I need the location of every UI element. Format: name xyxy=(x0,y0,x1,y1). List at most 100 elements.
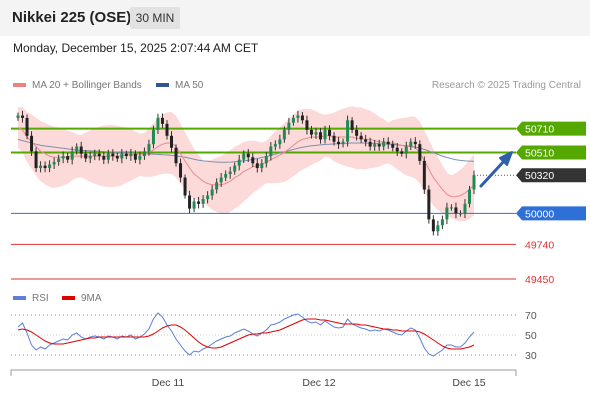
ma50-swatch xyxy=(156,83,169,88)
candle xyxy=(305,120,309,130)
candle xyxy=(16,115,20,118)
ma20-line xyxy=(17,127,475,198)
candle xyxy=(34,151,38,169)
candle xyxy=(57,158,61,163)
title-bar: Nikkei 225 (OSE) 30 MIN xyxy=(0,0,590,36)
candle xyxy=(418,144,422,161)
forecast-arrow-shaft xyxy=(479,158,507,188)
candle xyxy=(129,153,133,157)
candle xyxy=(413,141,417,145)
instrument-title: Nikkei 225 (OSE) xyxy=(12,9,132,26)
candle xyxy=(215,182,219,190)
level-label-50510: 50510 xyxy=(525,148,554,160)
rsi-tick-70: 70 xyxy=(525,310,537,322)
candle xyxy=(287,122,291,130)
candle xyxy=(463,203,467,214)
candle xyxy=(93,153,97,157)
candle xyxy=(251,157,255,164)
candle xyxy=(228,171,232,174)
candle xyxy=(174,147,178,164)
candle xyxy=(183,177,187,196)
candle xyxy=(160,117,164,124)
candle xyxy=(97,153,101,157)
candle xyxy=(120,153,124,159)
candle xyxy=(373,144,377,147)
rsi-tick-50: 50 xyxy=(525,330,537,342)
bollinger-band xyxy=(18,106,474,222)
level-label-49450: 49450 xyxy=(525,274,554,286)
candle xyxy=(61,156,65,159)
candle xyxy=(188,195,192,209)
candle xyxy=(25,117,29,136)
level-label-50320: 50320 xyxy=(525,170,554,182)
timeframe-button[interactable]: 30 MIN xyxy=(130,7,180,29)
candle xyxy=(332,135,336,142)
candle xyxy=(242,153,246,160)
candle xyxy=(70,151,74,160)
candle xyxy=(237,159,241,166)
candle xyxy=(314,132,318,135)
level-label-50000: 50000 xyxy=(525,208,554,220)
candle xyxy=(440,219,444,226)
candle xyxy=(472,175,476,190)
candle xyxy=(142,151,146,157)
candle xyxy=(219,177,223,183)
rsi-legend-label: RSI xyxy=(32,293,49,304)
candle xyxy=(133,153,137,160)
candle xyxy=(382,141,386,147)
candle xyxy=(124,153,128,157)
rsi-legend: RSI xyxy=(13,293,49,304)
candle xyxy=(431,219,435,232)
candle xyxy=(445,207,449,220)
candle xyxy=(170,135,174,148)
candle xyxy=(291,117,295,123)
ma50-legend-label: MA 50 xyxy=(175,80,204,91)
candle xyxy=(300,115,304,121)
candle xyxy=(151,129,155,145)
candle xyxy=(273,144,277,147)
candle xyxy=(147,144,151,152)
x-label: Dec 11 xyxy=(152,377,185,389)
candle xyxy=(318,132,322,140)
rsi-line xyxy=(17,312,475,357)
candle xyxy=(282,129,286,140)
x-label: Dec 15 xyxy=(452,377,485,389)
candle xyxy=(427,189,431,220)
rsi-ma-legend-label: 9MA xyxy=(81,293,102,304)
candle xyxy=(66,156,70,160)
candle xyxy=(88,156,92,159)
candle xyxy=(233,165,237,172)
candle xyxy=(75,146,79,152)
rsi-tick-30: 30 xyxy=(525,350,537,362)
candle xyxy=(206,195,210,200)
candle xyxy=(454,207,458,214)
candle xyxy=(278,139,282,145)
candle xyxy=(323,129,327,140)
research-credit: Research © 2025 Trading Central xyxy=(431,80,581,91)
candle xyxy=(192,201,196,209)
rsi-swatch xyxy=(13,296,26,301)
candle xyxy=(409,141,413,147)
level-tag-50320 xyxy=(516,168,586,183)
datetime: Monday, December 15, 2025 2:07:44 AM CET xyxy=(13,41,259,55)
candle xyxy=(43,165,47,169)
rsi-ma-legend: 9MA xyxy=(62,293,102,304)
ma20-legend: MA 20 + Bollinger Bands xyxy=(13,80,142,91)
candle xyxy=(260,163,264,169)
candle xyxy=(179,163,183,178)
x-label: Dec 12 xyxy=(302,377,335,389)
candle xyxy=(422,160,426,190)
candle xyxy=(309,129,313,135)
candle xyxy=(436,225,440,232)
candle xyxy=(355,129,359,136)
candle xyxy=(84,153,88,159)
level-tag-50510 xyxy=(516,145,586,160)
level-tag-50710 xyxy=(516,121,586,136)
candle xyxy=(48,164,52,169)
rsi-ma-swatch xyxy=(62,296,75,301)
ma20-swatch xyxy=(13,83,26,88)
candle xyxy=(386,141,390,145)
candle xyxy=(264,156,268,164)
candle xyxy=(296,115,300,118)
